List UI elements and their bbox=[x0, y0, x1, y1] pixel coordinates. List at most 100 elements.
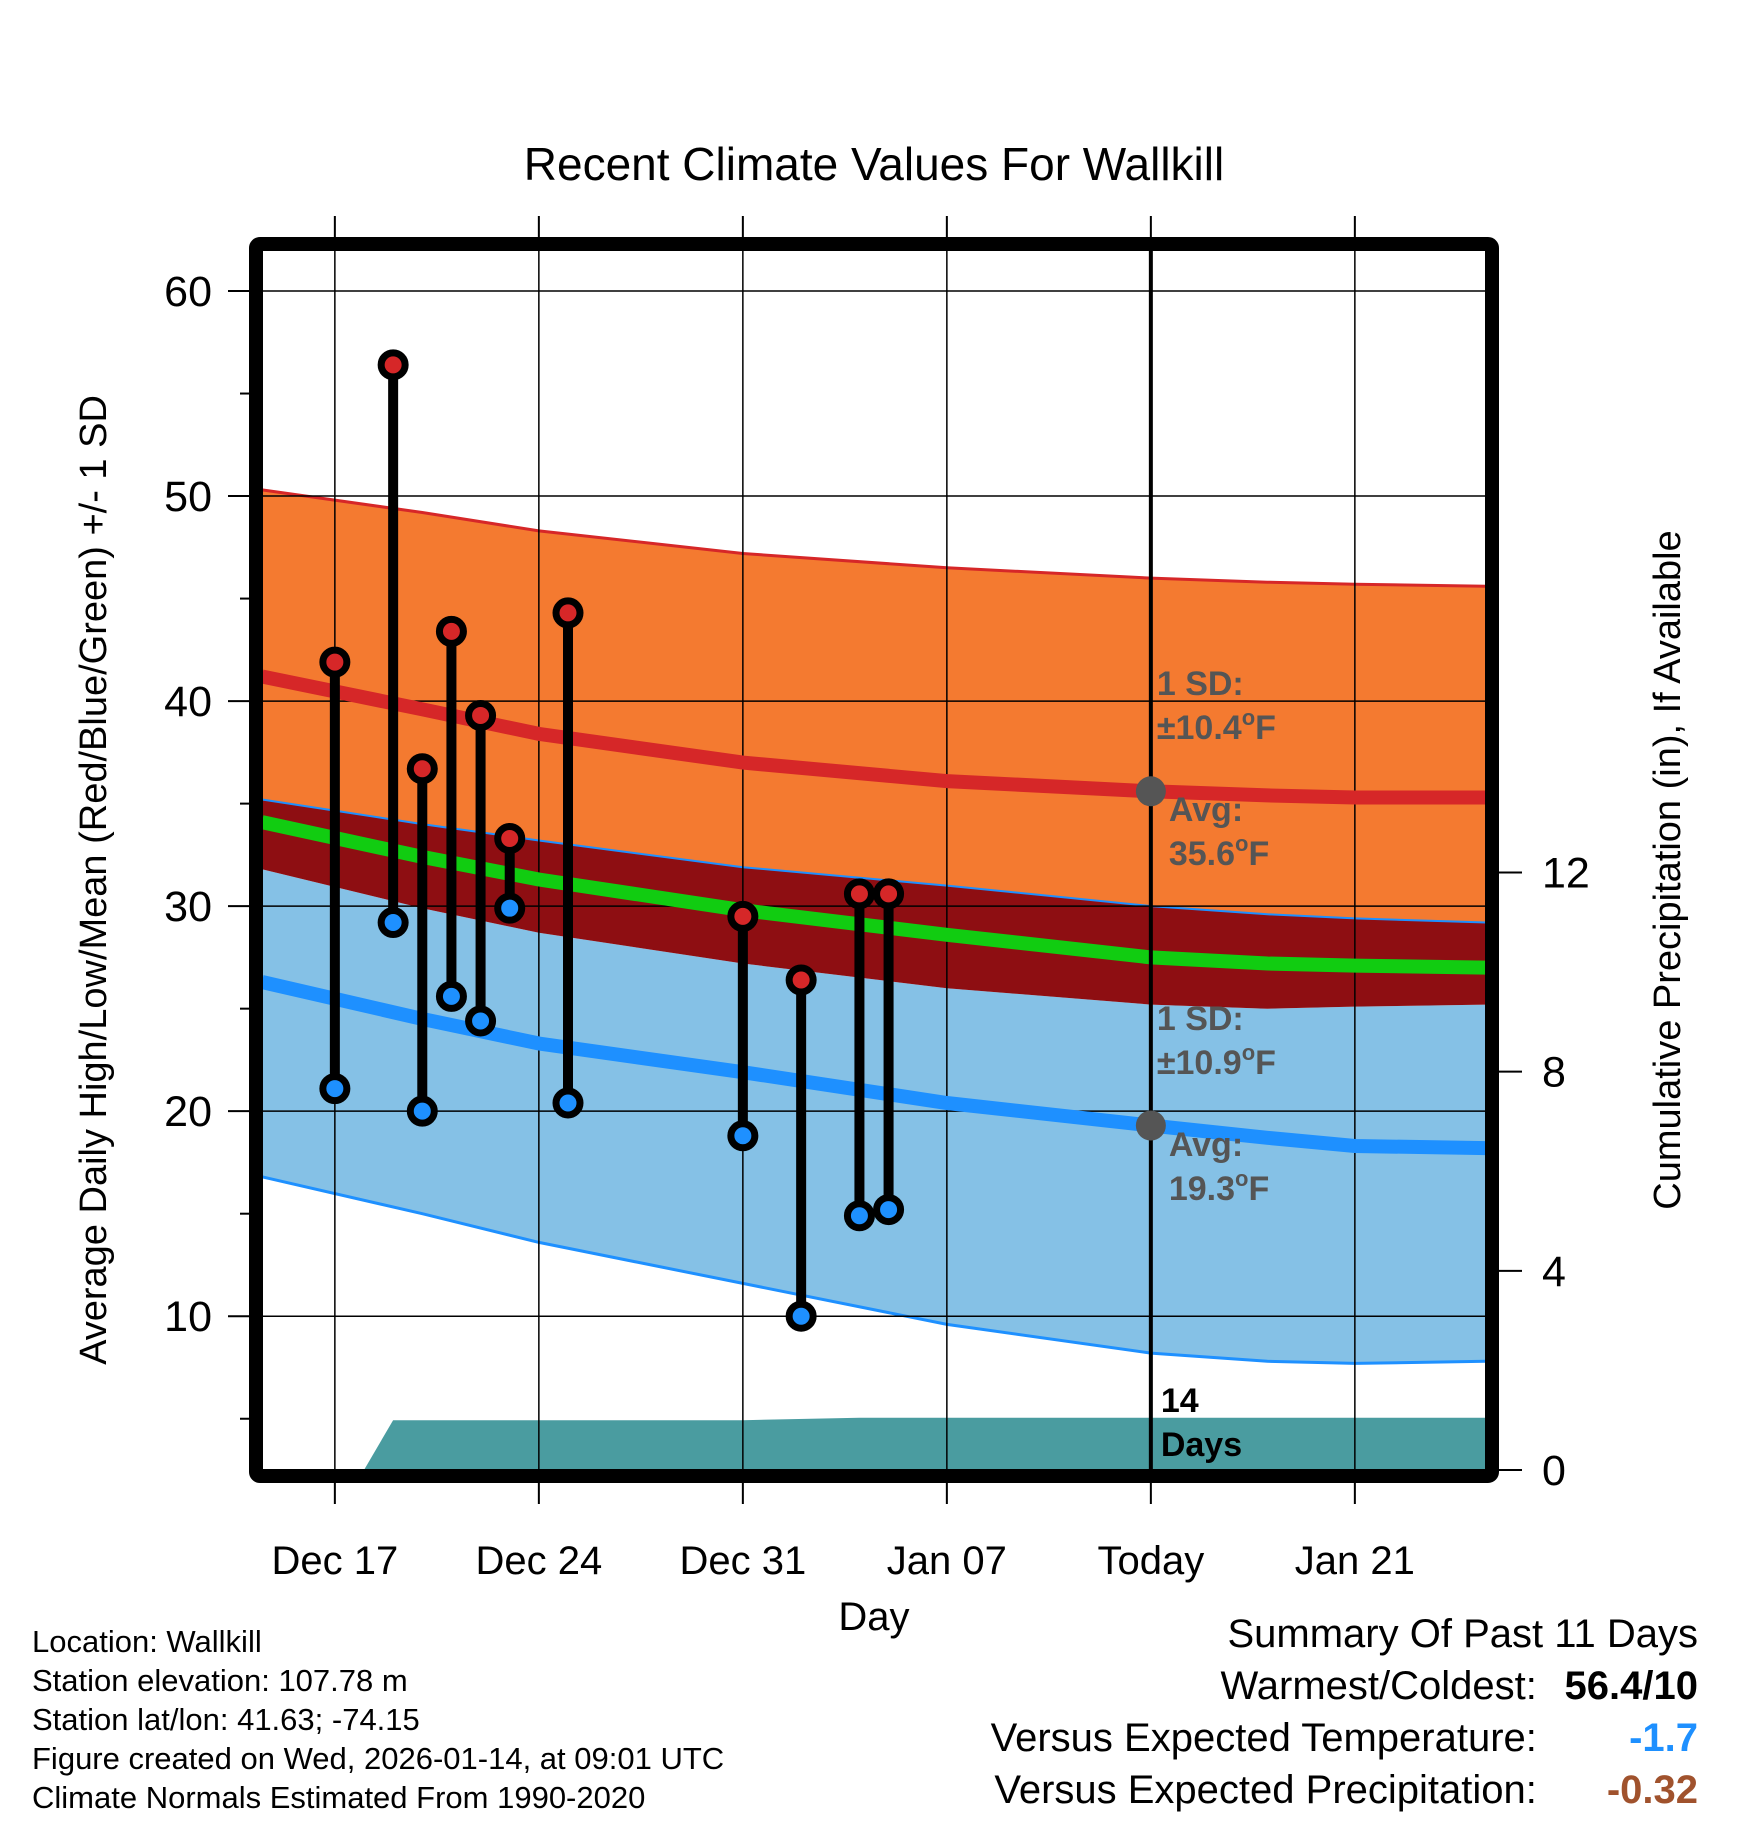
day-bar-group bbox=[843, 878, 875, 1232]
y-tick-label: 40 bbox=[164, 678, 212, 726]
normal-lines bbox=[260, 669, 1487, 1156]
high-sd-value: ±10.4oF bbox=[1157, 705, 1276, 747]
latlon-text: Station lat/lon: 41.63; -74.15 bbox=[32, 1702, 420, 1737]
high-avg-value-degree: o bbox=[1235, 831, 1248, 856]
low-point bbox=[319, 1073, 351, 1105]
low-point bbox=[843, 1200, 875, 1232]
precip-value: -0.32 bbox=[1606, 1768, 1698, 1812]
high-average-line bbox=[260, 669, 1486, 805]
low-avg-value-degree: o bbox=[1235, 1166, 1248, 1191]
high-avg-label: Avg: bbox=[1169, 791, 1243, 829]
days-count: 14 bbox=[1161, 1382, 1199, 1420]
days-unit: Days bbox=[1161, 1426, 1242, 1464]
low-point bbox=[377, 907, 409, 939]
temp-value: -1.7 bbox=[1629, 1716, 1698, 1760]
high-point bbox=[552, 597, 584, 629]
x-tick-label: Dec 17 bbox=[271, 1539, 398, 1583]
low-avg-value: 19.3oF bbox=[1169, 1166, 1269, 1208]
high-point bbox=[873, 878, 905, 910]
low-point bbox=[727, 1120, 759, 1152]
high-point bbox=[843, 878, 875, 910]
created-text: Figure created on Wed, 2026-01-14, at 09… bbox=[32, 1741, 725, 1776]
summary-precip: Versus Expected Precipitation: -0.32 bbox=[991, 1764, 1698, 1816]
high-point bbox=[494, 822, 526, 854]
high-point bbox=[435, 615, 467, 647]
low-point bbox=[494, 892, 526, 924]
location-text: Location: Wallkill bbox=[32, 1624, 262, 1659]
low-average-line bbox=[260, 975, 1487, 1156]
low-sd-value-degree: o bbox=[1242, 1040, 1255, 1065]
axes: Dec 17 Dec 24 Dec 31 Jan 07 Today Jan 21 10 20 3… bbox=[164, 216, 1590, 1583]
summary-warm-cold: Warmest/Coldest: 56.4/10 bbox=[991, 1660, 1699, 1712]
x-tick-label: Jan 07 bbox=[887, 1539, 1007, 1583]
low-point bbox=[465, 1005, 497, 1037]
day-bar-group bbox=[785, 964, 817, 1332]
day-bar-group bbox=[494, 822, 526, 924]
station-info: Location: Wallkill Station elevation: 10… bbox=[32, 1622, 724, 1817]
precipitation-area bbox=[364, 1417, 1486, 1470]
summary-temp: Versus Expected Temperature: -1.7 bbox=[991, 1712, 1698, 1764]
high-avg-today-marker bbox=[1135, 776, 1166, 807]
y-axis-label: Average Daily High/Low/Mean (Red/Blue/Gr… bbox=[73, 395, 115, 1365]
summary-title: Summary Of Past 11 Days bbox=[1227, 1612, 1698, 1656]
day-bar-group bbox=[727, 900, 759, 1152]
chart-title: Recent Climate Values For Wallkill bbox=[524, 138, 1224, 190]
low-point bbox=[435, 980, 467, 1012]
high-avg-value-num: 35.6 bbox=[1169, 835, 1235, 873]
warm-cold-value: 56.4/10 bbox=[1564, 1664, 1698, 1708]
high-point bbox=[377, 349, 409, 381]
y2-axis-label: Cumulative Precipitation (in), If Availa… bbox=[1647, 530, 1689, 1209]
y-tick-label: 60 bbox=[164, 268, 212, 316]
low-point bbox=[785, 1300, 817, 1332]
day-bar-group bbox=[552, 597, 584, 1119]
low-avg-label: Avg: bbox=[1169, 1126, 1243, 1164]
day-bar-group bbox=[873, 878, 905, 1226]
low-sd-value-num: ±10.9 bbox=[1157, 1044, 1242, 1082]
x-tick-label: Dec 31 bbox=[679, 1539, 806, 1583]
summary-panel: Summary Of Past 11 Days Warmest/Coldest:… bbox=[991, 1608, 1698, 1816]
high-point bbox=[465, 699, 497, 731]
low-point bbox=[873, 1194, 905, 1226]
y-tick-label: 50 bbox=[164, 473, 212, 521]
high-sd-value-unit: F bbox=[1255, 709, 1276, 747]
x-tick-label: Today bbox=[1097, 1539, 1204, 1583]
high-point bbox=[727, 900, 759, 932]
low-avg-value-num: 19.3 bbox=[1169, 1170, 1235, 1208]
precip-label: Versus Expected Precipitation: bbox=[994, 1768, 1537, 1812]
low-sd-value-unit: F bbox=[1255, 1044, 1276, 1082]
x-tick-label: Jan 21 bbox=[1295, 1539, 1415, 1583]
day-bar-group bbox=[319, 646, 351, 1105]
low-avg-today-marker bbox=[1135, 1110, 1166, 1141]
elevation-text: Station elevation: 107.78 m bbox=[32, 1663, 408, 1698]
day-bar-group bbox=[435, 615, 467, 1012]
day-bar-group bbox=[406, 753, 438, 1127]
x-tick-label: Dec 24 bbox=[475, 1539, 602, 1583]
day-bar-group bbox=[465, 699, 497, 1037]
x-axis-label: Day bbox=[838, 1595, 909, 1639]
y2-tick-label: 4 bbox=[1542, 1248, 1566, 1296]
high-point bbox=[319, 646, 351, 678]
y2-tick-label: 0 bbox=[1542, 1447, 1566, 1495]
precipitation-fill bbox=[364, 1417, 1486, 1470]
low-point bbox=[552, 1087, 584, 1119]
y2-tick-label: 8 bbox=[1542, 1049, 1566, 1097]
normals-text: Climate Normals Estimated From 1990-2020 bbox=[32, 1780, 646, 1815]
high-point bbox=[785, 964, 817, 996]
daily-temperature-bars bbox=[319, 349, 905, 1332]
low-point bbox=[406, 1095, 438, 1127]
y-tick-label: 30 bbox=[164, 883, 212, 931]
y-tick-label: 10 bbox=[164, 1293, 212, 1341]
high-avg-value-unit: F bbox=[1248, 835, 1269, 873]
high-sd-value-num: ±10.4 bbox=[1157, 709, 1242, 747]
low-sd-label: 1 SD: bbox=[1157, 1000, 1244, 1038]
y-tick-label: 20 bbox=[164, 1088, 212, 1136]
warm-cold-label: Warmest/Coldest: bbox=[1220, 1664, 1537, 1708]
high-point bbox=[406, 753, 438, 785]
day-bar-group bbox=[377, 349, 409, 939]
y2-tick-label: 12 bbox=[1542, 849, 1590, 897]
high-sd-value-degree: o bbox=[1242, 705, 1255, 730]
high-sd-label: 1 SD: bbox=[1157, 665, 1244, 703]
low-avg-value-unit: F bbox=[1248, 1170, 1269, 1208]
